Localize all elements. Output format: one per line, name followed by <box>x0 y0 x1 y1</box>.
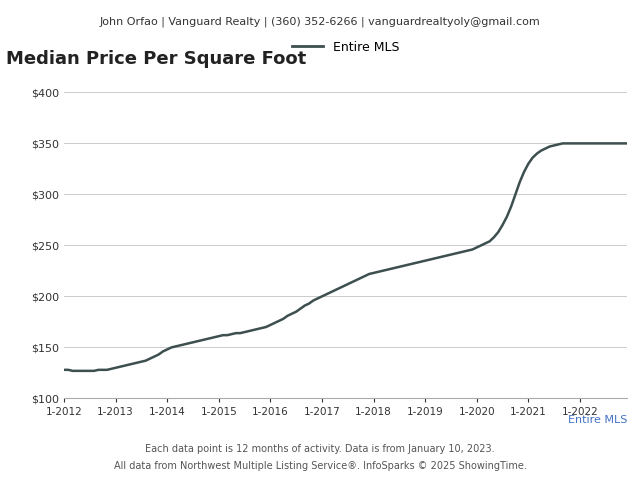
Text: Median Price Per Square Foot: Median Price Per Square Foot <box>6 50 307 68</box>
Text: Each data point is 12 months of activity. Data is from January 10, 2023.: Each data point is 12 months of activity… <box>145 444 495 454</box>
Text: All data from Northwest Multiple Listing Service®. InfoSparks © 2025 ShowingTime: All data from Northwest Multiple Listing… <box>113 461 527 471</box>
Text: John Orfao | Vanguard Realty | (360) 352-6266 | vanguardrealtyoly@gmail.com: John Orfao | Vanguard Realty | (360) 352… <box>100 16 540 27</box>
Text: Entire MLS: Entire MLS <box>568 415 627 425</box>
Legend: Entire MLS: Entire MLS <box>287 36 404 59</box>
